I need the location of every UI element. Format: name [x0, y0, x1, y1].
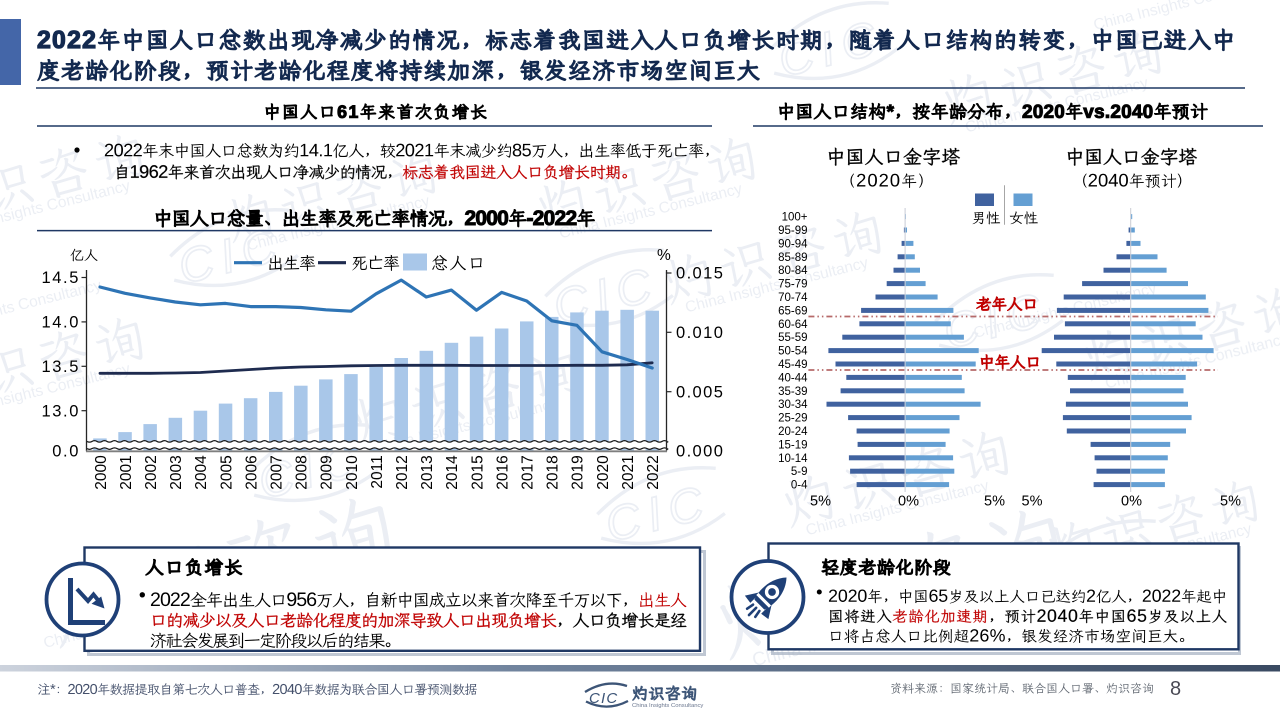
- svg-text:2009: 2009: [319, 455, 336, 489]
- svg-text:14.5: 14.5: [41, 269, 80, 287]
- svg-text:2018: 2018: [545, 455, 562, 489]
- svg-text:5%: 5%: [810, 494, 831, 510]
- svg-text:2002: 2002: [143, 455, 160, 489]
- svg-text:%: %: [657, 247, 671, 264]
- svg-text:55-59: 55-59: [778, 332, 807, 344]
- svg-text:2007: 2007: [269, 455, 286, 489]
- svg-text:2001: 2001: [118, 455, 135, 489]
- svg-text:40-44: 40-44: [778, 372, 808, 384]
- svg-text:95-99: 95-99: [778, 225, 807, 237]
- svg-text:CIC: CIC: [589, 690, 618, 707]
- svg-text:85-89: 85-89: [778, 252, 807, 264]
- svg-text:50-54: 50-54: [778, 346, 808, 358]
- svg-text:45-49: 45-49: [778, 359, 807, 371]
- svg-text:2003: 2003: [168, 455, 185, 489]
- svg-text:13.5: 13.5: [41, 358, 80, 376]
- svg-text:0.015: 0.015: [676, 265, 724, 283]
- svg-text:2019: 2019: [570, 455, 587, 489]
- svg-text:2014: 2014: [444, 455, 461, 490]
- svg-text:2005: 2005: [218, 455, 235, 489]
- svg-text:2000: 2000: [93, 455, 110, 490]
- svg-text:2016: 2016: [494, 455, 511, 489]
- svg-text:0.005: 0.005: [676, 383, 724, 401]
- svg-text:5%: 5%: [1022, 494, 1043, 510]
- svg-text:10-14: 10-14: [778, 453, 808, 465]
- svg-text:2006: 2006: [243, 455, 260, 489]
- svg-text:2008: 2008: [294, 455, 311, 489]
- svg-text:2020: 2020: [595, 455, 612, 490]
- svg-text:65-69: 65-69: [778, 305, 807, 317]
- svg-text:80-84: 80-84: [778, 265, 808, 277]
- svg-text:75-79: 75-79: [778, 279, 807, 291]
- svg-text:90-94: 90-94: [778, 238, 808, 250]
- svg-text:35-39: 35-39: [778, 386, 807, 398]
- svg-text:100+: 100+: [782, 212, 808, 224]
- svg-text:0%: 0%: [1121, 494, 1142, 510]
- svg-text:5%: 5%: [984, 494, 1005, 510]
- svg-text:2022: 2022: [645, 455, 662, 489]
- svg-text:0.000: 0.000: [676, 443, 724, 461]
- svg-text:2010: 2010: [344, 455, 361, 490]
- svg-text:2012: 2012: [394, 455, 411, 489]
- svg-text:70-74: 70-74: [778, 292, 808, 304]
- svg-text:25-29: 25-29: [778, 413, 807, 425]
- svg-text:0-4: 0-4: [791, 480, 808, 492]
- svg-text:2015: 2015: [469, 455, 486, 489]
- svg-text:14.0: 14.0: [41, 314, 80, 332]
- svg-text:5%: 5%: [1220, 494, 1241, 510]
- svg-text:2011: 2011: [369, 455, 386, 488]
- svg-text:2021: 2021: [620, 455, 637, 489]
- svg-text:0.0: 0.0: [52, 443, 80, 461]
- svg-text:5-9: 5-9: [791, 466, 808, 478]
- svg-text:13.0: 13.0: [41, 402, 80, 420]
- svg-text:15-19: 15-19: [778, 439, 807, 451]
- svg-text:China Insights Consultancy: China Insights Consultancy: [632, 703, 703, 709]
- svg-text:30-34: 30-34: [778, 399, 808, 411]
- svg-text:20-24: 20-24: [778, 426, 808, 438]
- svg-text:2017: 2017: [520, 455, 537, 489]
- svg-text:60-64: 60-64: [778, 319, 808, 331]
- svg-text:2013: 2013: [419, 455, 436, 489]
- svg-text:2004: 2004: [193, 455, 210, 490]
- svg-text:0.010: 0.010: [676, 324, 724, 342]
- svg-text:8: 8: [1170, 678, 1181, 700]
- svg-text:0%: 0%: [898, 494, 919, 510]
